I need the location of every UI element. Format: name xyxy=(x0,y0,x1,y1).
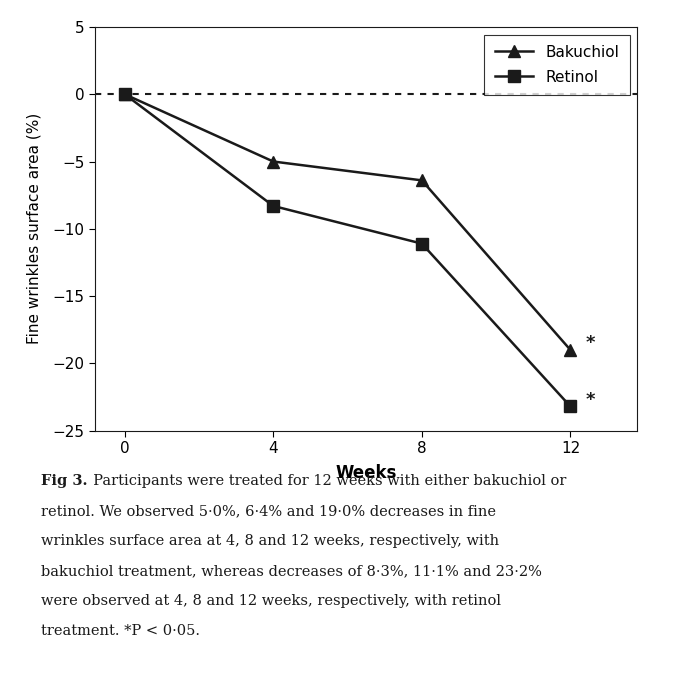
Text: were observed at 4, 8 and 12 weeks, respectively, with retinol: were observed at 4, 8 and 12 weeks, resp… xyxy=(41,594,500,608)
X-axis label: Weeks: Weeks xyxy=(336,464,397,483)
Retinol xyxy=(121,90,129,98)
Text: bakuchiol treatment, whereas decreases of 8·3%, 11·1% and 23·2%: bakuchiol treatment, whereas decreases o… xyxy=(41,564,542,578)
Line: Bakuchiol: Bakuchiol xyxy=(119,89,576,355)
Retinol xyxy=(566,402,574,411)
Bakuchiol xyxy=(418,176,426,184)
Bakuchiol xyxy=(566,346,574,354)
Bakuchiol xyxy=(269,157,277,166)
Line: Retinol: Retinol xyxy=(119,89,576,412)
Y-axis label: Fine wrinkles surface area (%): Fine wrinkles surface area (%) xyxy=(26,113,41,345)
Text: Participants were treated for 12 weeks with either bakuchiol or: Participants were treated for 12 weeks w… xyxy=(83,474,566,489)
Text: Fig 3.: Fig 3. xyxy=(41,474,87,489)
Bakuchiol xyxy=(121,90,129,98)
Retinol xyxy=(418,240,426,248)
Text: wrinkles surface area at 4, 8 and 12 weeks, respectively, with: wrinkles surface area at 4, 8 and 12 wee… xyxy=(41,534,499,548)
Legend: Bakuchiol, Retinol: Bakuchiol, Retinol xyxy=(484,34,630,96)
Text: retinol. We observed 5·0%, 6·4% and 19·0% decreases in fine: retinol. We observed 5·0%, 6·4% and 19·0… xyxy=(41,504,496,518)
Text: *: * xyxy=(585,334,595,352)
Text: treatment. *P < 0·05.: treatment. *P < 0·05. xyxy=(41,624,200,638)
Text: *: * xyxy=(585,391,595,409)
Retinol xyxy=(269,202,277,210)
